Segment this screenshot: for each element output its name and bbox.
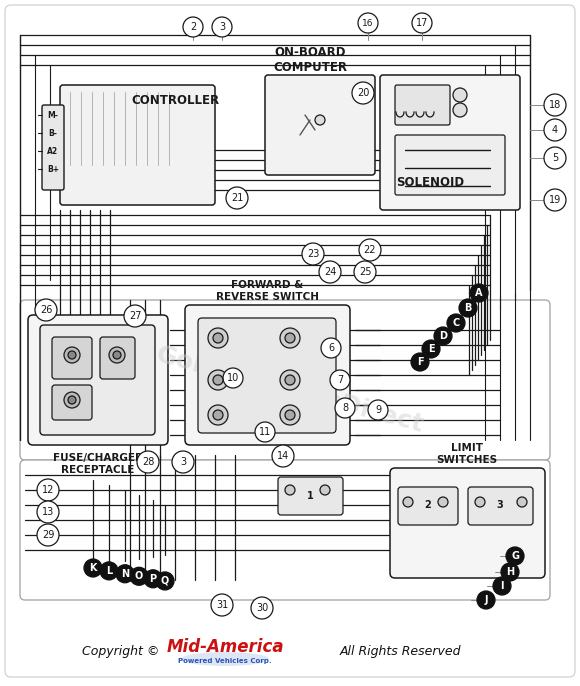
FancyBboxPatch shape — [395, 85, 450, 125]
FancyBboxPatch shape — [468, 487, 533, 525]
FancyBboxPatch shape — [52, 385, 92, 420]
Circle shape — [285, 333, 295, 343]
Circle shape — [100, 562, 118, 580]
Circle shape — [109, 347, 125, 363]
Text: C: C — [452, 318, 459, 328]
Circle shape — [144, 570, 162, 588]
Text: 23: 23 — [307, 249, 319, 259]
Text: B+: B+ — [47, 165, 59, 174]
Text: 5: 5 — [552, 153, 558, 163]
Text: M-: M- — [48, 110, 59, 119]
Circle shape — [183, 17, 203, 37]
Text: N: N — [121, 569, 129, 579]
Text: 31: 31 — [216, 600, 228, 610]
Circle shape — [64, 392, 80, 408]
Text: 13: 13 — [42, 507, 54, 517]
Text: H: H — [506, 567, 514, 577]
Circle shape — [213, 375, 223, 385]
Circle shape — [453, 88, 467, 102]
Circle shape — [285, 410, 295, 420]
Circle shape — [315, 115, 325, 125]
Text: Q: Q — [161, 576, 169, 586]
Text: 7: 7 — [337, 375, 343, 385]
Text: 10: 10 — [227, 373, 239, 383]
Text: I: I — [500, 581, 504, 591]
Text: GolfCartPartsDirect: GolfCartPartsDirect — [154, 342, 426, 438]
Text: 12: 12 — [42, 485, 54, 495]
Circle shape — [321, 338, 341, 358]
Circle shape — [506, 547, 524, 565]
FancyBboxPatch shape — [42, 105, 64, 190]
Circle shape — [64, 347, 80, 363]
Text: Copyright ©: Copyright © — [82, 646, 160, 659]
Text: K: K — [89, 563, 97, 573]
Circle shape — [447, 314, 465, 332]
Circle shape — [68, 351, 76, 359]
Text: O: O — [135, 571, 143, 581]
Text: L: L — [106, 566, 112, 576]
Text: J: J — [484, 595, 488, 605]
Circle shape — [493, 577, 511, 595]
Circle shape — [130, 567, 148, 585]
FancyBboxPatch shape — [398, 487, 458, 525]
Circle shape — [37, 479, 59, 501]
Text: 18: 18 — [549, 100, 561, 110]
FancyBboxPatch shape — [5, 5, 575, 677]
Circle shape — [335, 398, 355, 418]
Circle shape — [359, 239, 381, 261]
FancyBboxPatch shape — [395, 135, 505, 195]
Circle shape — [172, 451, 194, 473]
FancyBboxPatch shape — [40, 325, 155, 435]
Circle shape — [544, 189, 566, 211]
Text: SOLENOID: SOLENOID — [396, 176, 464, 189]
FancyBboxPatch shape — [198, 318, 336, 433]
Circle shape — [116, 565, 134, 583]
FancyBboxPatch shape — [28, 315, 168, 445]
Text: 16: 16 — [362, 19, 374, 27]
Text: D: D — [439, 331, 447, 341]
Circle shape — [37, 501, 59, 523]
Circle shape — [544, 147, 566, 169]
Circle shape — [358, 13, 378, 33]
Text: ON-BOARD
COMPUTER: ON-BOARD COMPUTER — [273, 46, 347, 74]
Circle shape — [517, 497, 527, 507]
Circle shape — [208, 405, 228, 425]
Text: 3: 3 — [219, 22, 225, 32]
Circle shape — [501, 563, 519, 581]
Text: All Rights Reserved: All Rights Reserved — [339, 646, 461, 659]
Ellipse shape — [181, 652, 269, 666]
Circle shape — [213, 333, 223, 343]
Circle shape — [434, 327, 452, 345]
Text: B-: B- — [49, 128, 57, 137]
Text: 1: 1 — [307, 491, 313, 501]
Circle shape — [285, 485, 295, 495]
FancyBboxPatch shape — [278, 477, 343, 515]
Text: 3: 3 — [180, 457, 186, 467]
Circle shape — [354, 261, 376, 283]
Circle shape — [280, 370, 300, 390]
Circle shape — [226, 187, 248, 209]
Text: A2: A2 — [48, 147, 59, 156]
Text: E: E — [427, 344, 434, 354]
Text: 30: 30 — [256, 603, 268, 613]
Circle shape — [403, 497, 413, 507]
Circle shape — [302, 243, 324, 265]
Circle shape — [251, 597, 273, 619]
Circle shape — [208, 370, 228, 390]
Text: 25: 25 — [359, 267, 371, 277]
Circle shape — [35, 299, 57, 321]
Text: 22: 22 — [364, 245, 376, 255]
Text: 9: 9 — [375, 405, 381, 415]
Circle shape — [368, 400, 388, 420]
Text: 2: 2 — [190, 22, 196, 32]
FancyBboxPatch shape — [20, 300, 550, 460]
Text: 17: 17 — [416, 18, 428, 28]
Text: LIMIT
SWITCHES: LIMIT SWITCHES — [436, 443, 498, 465]
Circle shape — [453, 103, 467, 117]
Circle shape — [37, 524, 59, 546]
FancyBboxPatch shape — [52, 337, 92, 379]
Circle shape — [124, 305, 146, 327]
Circle shape — [544, 119, 566, 141]
Text: 2: 2 — [425, 500, 432, 510]
